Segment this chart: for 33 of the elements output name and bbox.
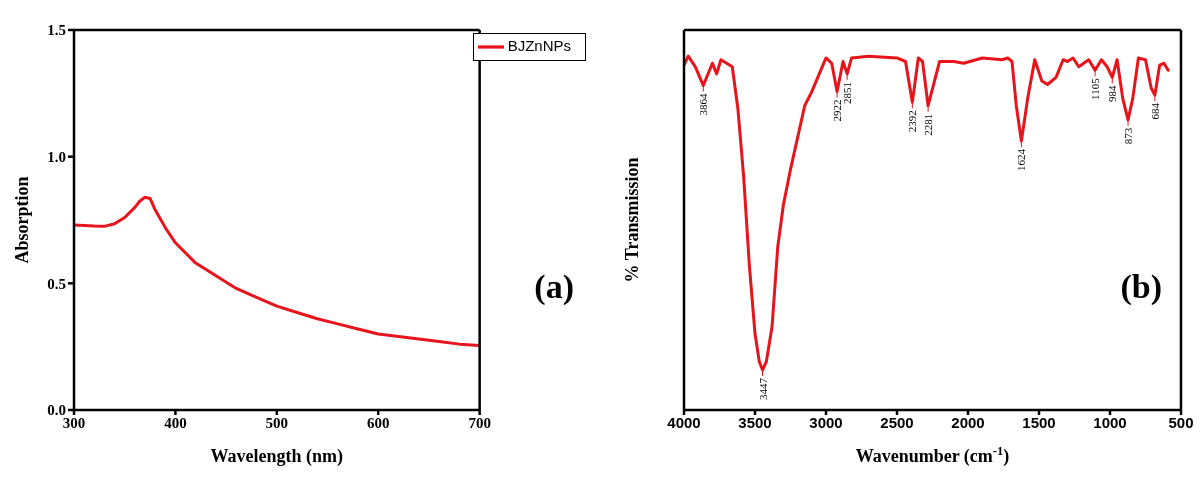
annotation: 2851: [841, 81, 854, 104]
x-tick-label: 1500: [1022, 413, 1056, 431]
annotation: 2392: [906, 110, 919, 133]
annotation: 2281: [922, 113, 935, 136]
y-tick-label: 1.0: [47, 148, 66, 165]
x-axis-title: Wavelength (nm): [210, 446, 344, 467]
annotation: 1105: [1089, 77, 1102, 100]
y-axis-title: % Transmission: [622, 157, 642, 283]
legend-label: BJZnNPs: [507, 36, 571, 54]
x-tick-label: 400: [164, 414, 187, 431]
x-tick-label: 500: [1168, 413, 1194, 431]
x-tick-label: 2000: [951, 413, 985, 431]
annotation: 984: [1106, 84, 1119, 102]
x-tick-label: 4000: [667, 413, 701, 431]
annotation: (b): [1120, 268, 1162, 306]
text: (a): [534, 268, 574, 306]
annotation: 3447: [756, 377, 769, 401]
annotation: 1624: [1015, 148, 1028, 172]
x-tick-label: 700: [468, 414, 491, 431]
x-tick-label: 2500: [880, 413, 914, 431]
annotation: 2922: [831, 99, 844, 122]
x-tick-label: 500: [265, 414, 289, 431]
x-tick-label: 3000: [809, 413, 843, 431]
x-axis-title: Wavenumber (cm$^{-1}$): [855, 444, 1010, 467]
y-tick-label: 0.5: [47, 275, 66, 292]
y-tick-label: 1.5: [47, 22, 66, 39]
annotation: 684: [1148, 102, 1161, 120]
annotation: 873: [1122, 127, 1135, 145]
x-tick-label: 1000: [1093, 413, 1127, 431]
y-axis-title: Absorption: [12, 176, 32, 264]
x-tick-label: 600: [366, 414, 390, 431]
annotation: 3864: [697, 93, 710, 116]
x-tick-label: 3500: [738, 413, 772, 431]
